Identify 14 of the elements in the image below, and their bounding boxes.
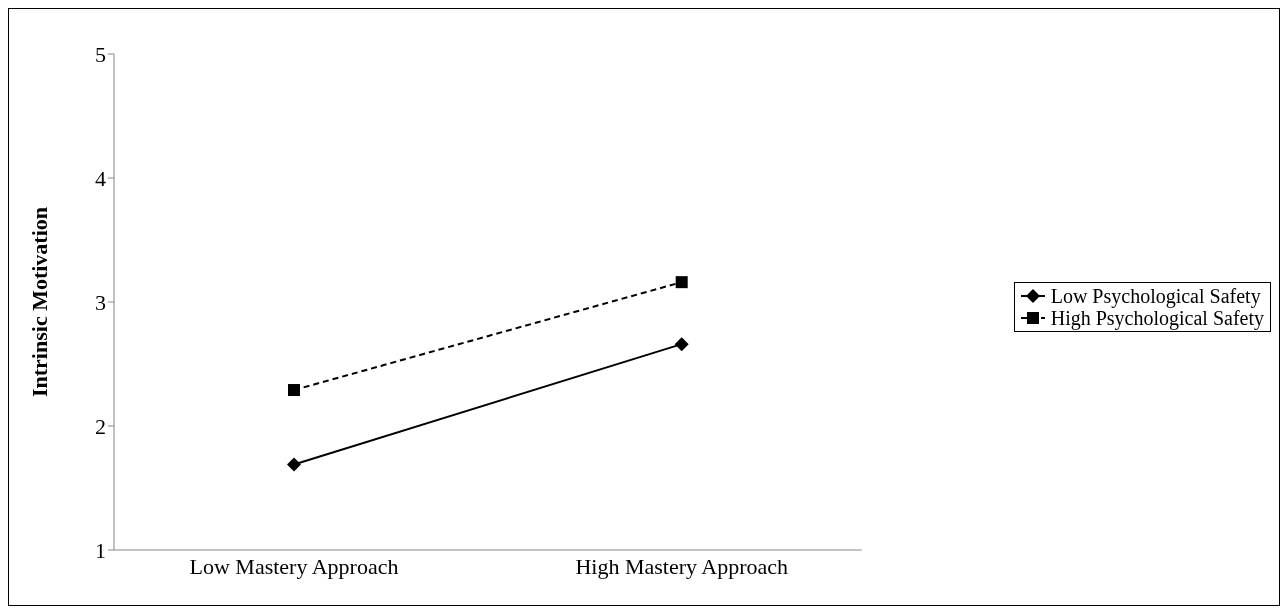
x-tick-label: Low Mastery Approach (189, 553, 399, 579)
point (288, 384, 300, 397)
x-tick-label: High Mastery Approach (575, 553, 788, 579)
y-tick-label: 4 (95, 165, 106, 191)
y-tick-label: 2 (95, 413, 106, 439)
y-tick-label: 5 (95, 41, 106, 67)
y-tick-label: 3 (95, 289, 106, 315)
y-axis-title: Intrinsic Motivation (26, 206, 52, 398)
legend-label: Low Psychological Safety (1050, 285, 1261, 307)
point (674, 337, 689, 352)
point (675, 276, 688, 289)
y-tick-label: 1 (95, 537, 106, 563)
legend-label: High Psychological Safety (1050, 307, 1264, 329)
point (287, 457, 301, 472)
